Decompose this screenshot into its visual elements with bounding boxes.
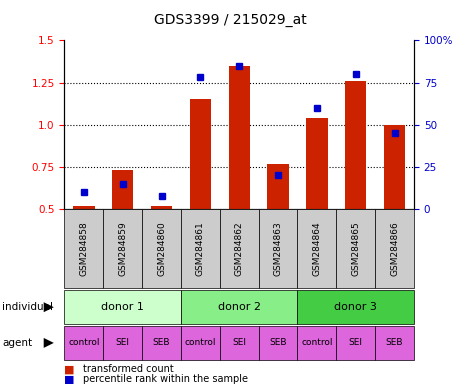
Text: SEI: SEI [232, 338, 246, 348]
Bar [306, 118, 327, 209]
Text: GSM284859: GSM284859 [118, 221, 127, 276]
Bar [73, 206, 94, 209]
Text: individual: individual [2, 302, 53, 312]
Text: GSM284860: GSM284860 [157, 221, 166, 276]
Text: GSM284866: GSM284866 [389, 221, 398, 276]
Bar [344, 81, 366, 209]
Text: GSM284861: GSM284861 [196, 221, 204, 276]
Bar [112, 170, 133, 209]
Bar [228, 66, 249, 209]
Text: SEB: SEB [269, 338, 286, 348]
Text: percentile rank within the sample: percentile rank within the sample [83, 374, 247, 384]
Text: GSM284864: GSM284864 [312, 221, 321, 276]
Text: transformed count: transformed count [83, 364, 173, 374]
Text: control: control [301, 338, 332, 348]
Text: control: control [184, 338, 216, 348]
Text: donor 3: donor 3 [334, 302, 376, 312]
Text: donor 1: donor 1 [101, 302, 144, 312]
Bar [189, 99, 211, 209]
Bar [267, 164, 288, 209]
Text: ■: ■ [64, 364, 75, 374]
Text: control: control [68, 338, 99, 348]
Text: ■: ■ [64, 374, 75, 384]
Text: SEB: SEB [152, 338, 170, 348]
Text: GSM284858: GSM284858 [79, 221, 88, 276]
Text: donor 2: donor 2 [217, 302, 260, 312]
Text: GSM284862: GSM284862 [234, 221, 243, 276]
Text: SEI: SEI [115, 338, 129, 348]
Bar [383, 125, 404, 209]
Text: GSM284865: GSM284865 [351, 221, 359, 276]
Bar [151, 206, 172, 209]
Text: agent: agent [2, 338, 32, 348]
Text: SEI: SEI [348, 338, 362, 348]
Text: GSM284863: GSM284863 [273, 221, 282, 276]
Text: SEB: SEB [385, 338, 403, 348]
Text: GDS3399 / 215029_at: GDS3399 / 215029_at [153, 13, 306, 27]
